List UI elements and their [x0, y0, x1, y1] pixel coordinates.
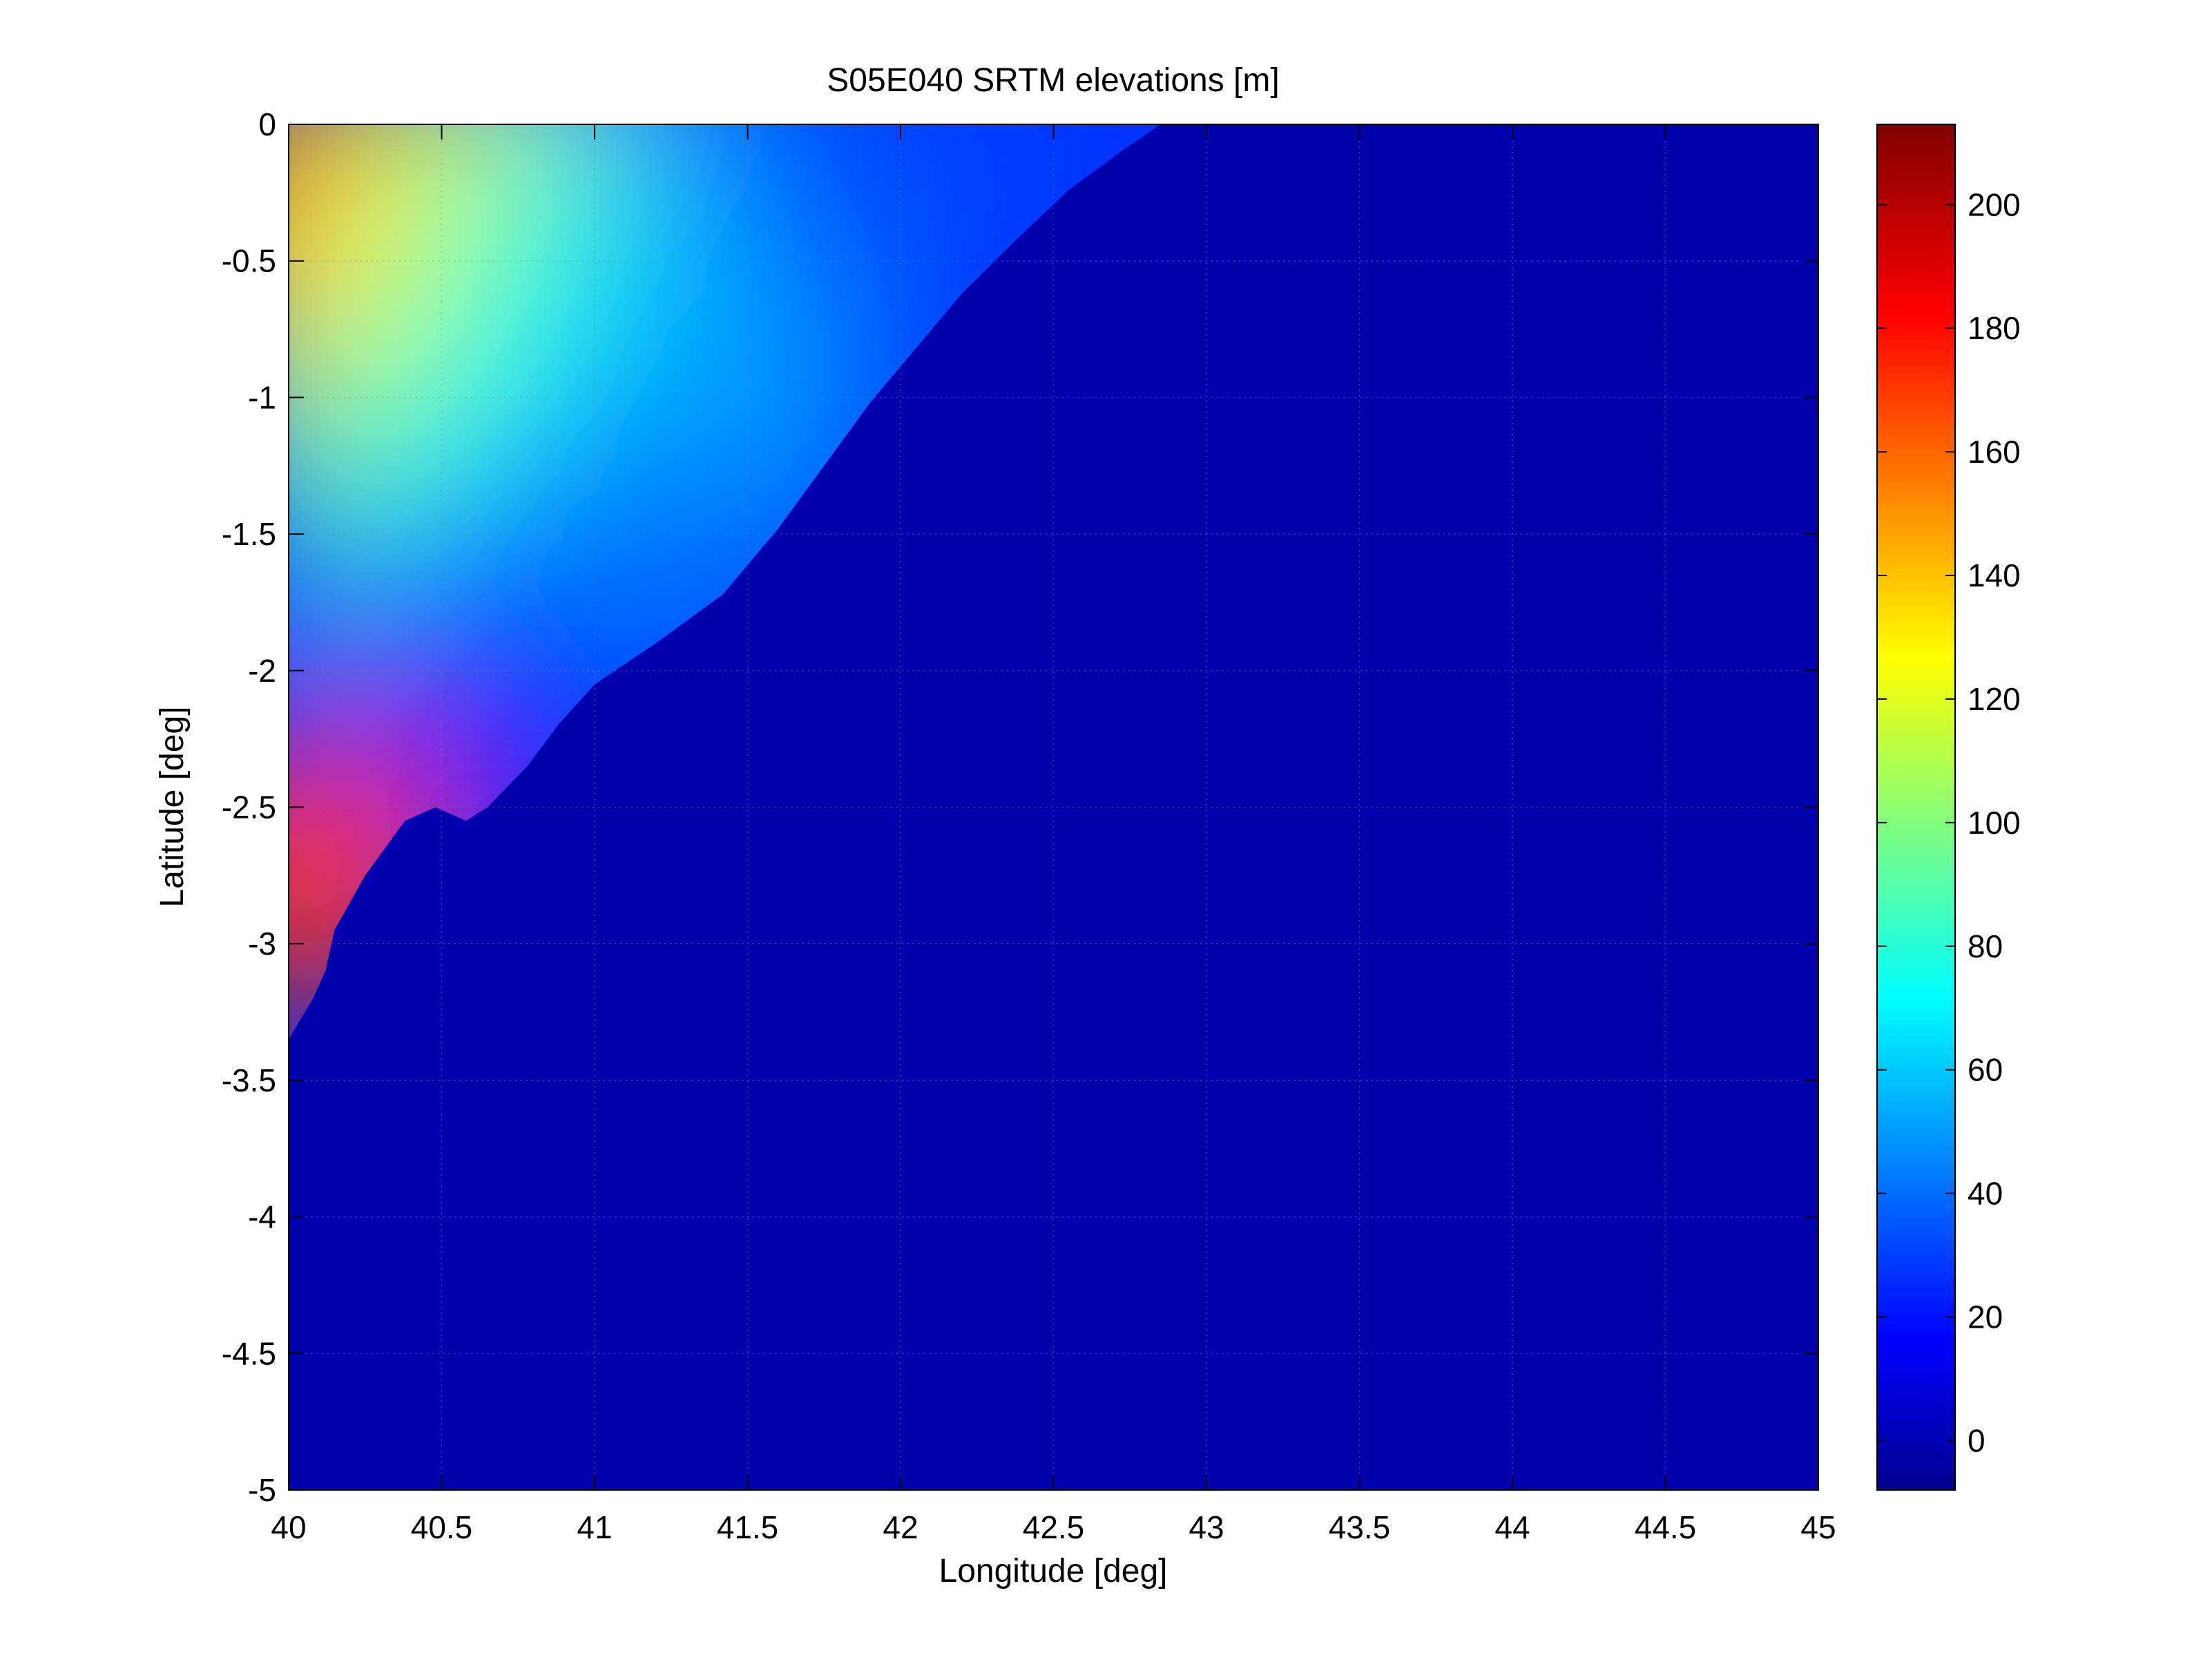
colorbar-tick-label: 60: [1968, 1052, 2003, 1088]
y-tick-label: -3: [248, 926, 276, 962]
elevation-region: [742, 124, 1059, 318]
colorbar-gradient: [1876, 124, 1956, 1491]
y-tick-label: -2: [248, 653, 276, 689]
x-tick-label: 40.5: [411, 1509, 473, 1545]
plot-area: [288, 124, 1819, 1491]
x-axis: 40 40.5 41 41.5 42 42.5 43 43.5 44 44.5 45: [271, 124, 1836, 1545]
x-tick-label: 43: [1189, 1509, 1224, 1545]
land-surface: [289, 124, 1161, 1040]
y-tick-label: -1: [248, 379, 276, 415]
y-tick-label: -1.5: [222, 516, 276, 552]
grid-lines: [289, 124, 1818, 1490]
y-tick-label: -3.5: [222, 1062, 276, 1098]
x-tick-label: 42: [883, 1509, 918, 1545]
colorbar-tick-label: 120: [1968, 681, 2021, 717]
y-tick-label: -4: [248, 1199, 276, 1235]
colorbar-tick-label: 80: [1968, 928, 2003, 964]
colorbar-tick-label: 160: [1968, 434, 2021, 470]
y-tick-label: 0: [258, 106, 276, 142]
y-tick-label: -2.5: [222, 790, 276, 825]
x-tick-label: 44: [1494, 1509, 1530, 1545]
y-tick-label: -0.5: [222, 243, 276, 279]
colorbar-tick-label: 0: [1968, 1422, 1985, 1458]
y-tick-label: -4.5: [222, 1335, 276, 1371]
colorbar-tick-label: 200: [1968, 187, 2021, 222]
colorbar-tick-label: 180: [1968, 310, 2021, 346]
colorbar-tick-label: 40: [1968, 1176, 2003, 1212]
x-tick-label: 41.5: [717, 1509, 779, 1545]
x-tick-label: 40: [271, 1509, 306, 1545]
x-tick-label: 45: [1800, 1509, 1836, 1545]
x-tick-label: 43.5: [1329, 1509, 1391, 1545]
colorbar-tick-label: 140: [1968, 557, 2021, 593]
y-axis-label: Latitude [deg]: [154, 707, 191, 908]
x-tick-label: 42.5: [1023, 1509, 1085, 1545]
y-tick-label: -5: [248, 1472, 276, 1508]
colorbar-ticks: 0 20 40 60 80 100 120 140 160 180 200: [1877, 187, 2021, 1458]
y-axis: 0 -0.5 -1 -1.5 -2 -2.5 -3 -3.5 -4 -4.5 -5: [222, 106, 1818, 1508]
colorbar-tick-label: 100: [1968, 805, 2021, 841]
x-axis-label: Longitude [deg]: [939, 1553, 1168, 1589]
chart-title: S05E040 SRTM elevations [m]: [827, 62, 1279, 99]
colorbar-tick-label: 20: [1968, 1299, 2003, 1335]
colorbar: 0 20 40 60 80 100 120 140 160 180 200: [1876, 124, 2021, 1491]
elevation-fill: [289, 124, 1059, 1014]
x-tick-label: 44.5: [1635, 1509, 1697, 1545]
x-tick-label: 41: [577, 1509, 612, 1545]
